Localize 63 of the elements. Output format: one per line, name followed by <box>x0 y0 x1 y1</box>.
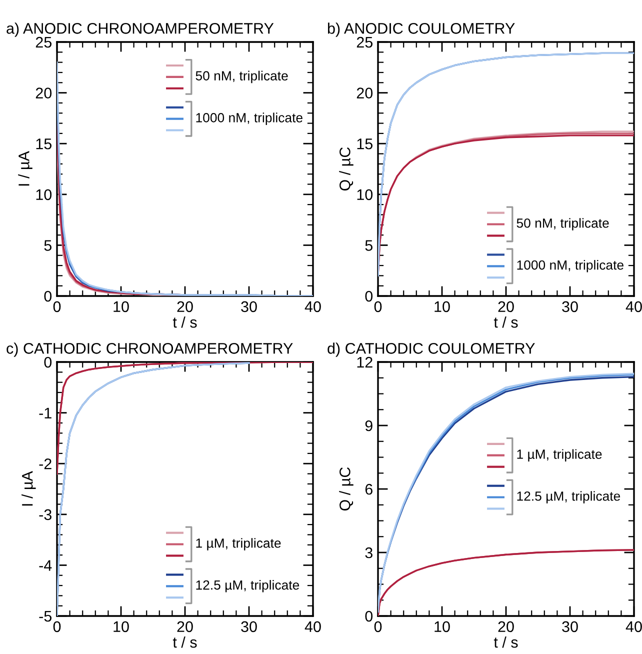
y-axis-title: I / µA <box>22 471 36 506</box>
x-tick-label: 10 <box>114 621 129 632</box>
y-tick-label: 9 <box>365 420 372 432</box>
x-tick-label: 20 <box>177 621 193 632</box>
legend-label: 12.5 µM, triplicate <box>196 580 300 592</box>
chart-title: c) CATHODIC CHRONOAMPEROMETRY <box>6 342 293 357</box>
y-tick-label: -2 <box>39 458 52 470</box>
y-tick-label: 0 <box>44 290 52 302</box>
legend-label: 12.5 µM, triplicate <box>517 491 620 504</box>
y-tick-label: 6 <box>365 484 372 495</box>
y-tick-label: -1 <box>39 408 52 418</box>
x-tick-label: 30 <box>241 301 257 312</box>
y-tick-label: -3 <box>39 509 52 520</box>
x-tick-label: 20 <box>498 621 514 632</box>
y-axis-title: Q / µC <box>339 147 354 191</box>
legend-label: 50 nM, triplicate <box>516 218 609 230</box>
y-tick-label: 10 <box>357 189 373 200</box>
y-tick-label: -5 <box>39 611 52 622</box>
x-tick-label: 40 <box>626 621 642 632</box>
y-tick-label: 0 <box>44 356 52 368</box>
y-tick-label: 5 <box>44 240 52 251</box>
y-tick-label: 25 <box>356 36 372 48</box>
x-tick-label: 10 <box>114 301 129 312</box>
x-tick-label: 0 <box>374 621 382 632</box>
chart-title: d) CATHODIC COULOMETRY <box>328 342 535 357</box>
y-tick-label: 20 <box>356 88 373 98</box>
x-axis-title: t / s <box>172 316 197 328</box>
x-tick-label: 10 <box>434 621 450 632</box>
x-tick-label: 40 <box>626 301 642 312</box>
y-axis-title: I / µA <box>18 151 32 186</box>
x-tick-label: 20 <box>177 301 193 312</box>
y-tick-label: 10 <box>36 189 52 200</box>
x-tick-label: 30 <box>241 621 257 632</box>
y-tick-label: -4 <box>39 560 52 571</box>
x-axis-title: t / s <box>494 316 518 328</box>
y-tick-label: 25 <box>36 36 52 48</box>
legend-label: 1000 nM, triplicate <box>517 260 624 272</box>
chart-title: b) ANODIC COULOMETRY <box>328 22 515 37</box>
x-axis-title: t / s <box>494 636 518 648</box>
x-tick-label: 40 <box>304 301 321 312</box>
legend-label: 50 nM, triplicate <box>196 70 288 84</box>
x-tick-label: 20 <box>498 301 514 312</box>
legend-label: 1 µM, triplicate <box>517 449 602 462</box>
x-tick-label: 0 <box>53 301 61 312</box>
x-axis-title: t / s <box>172 636 197 648</box>
chart-title: a) ANODIC CHRONOAMPEROMETRY <box>6 22 274 37</box>
x-tick-label: 30 <box>562 301 578 312</box>
legend-label: 1000 nM, triplicate <box>196 112 302 125</box>
y-tick-label: 12 <box>357 356 372 368</box>
y-tick-label: 3 <box>365 547 372 558</box>
y-axis-title: Q / µC <box>339 467 354 511</box>
y-tick-label: 15 <box>36 138 52 150</box>
x-tick-label: 30 <box>562 621 578 632</box>
y-tick-label: 0 <box>365 610 373 622</box>
y-tick-label: 15 <box>357 138 372 150</box>
x-tick-label: 0 <box>374 301 382 312</box>
y-tick-label: 0 <box>365 290 373 302</box>
x-tick-label: 10 <box>434 301 450 312</box>
x-tick-label: 40 <box>304 621 321 632</box>
y-tick-label: 20 <box>36 88 52 98</box>
y-tick-label: 5 <box>365 240 372 251</box>
legend-label: 1 µM, triplicate <box>196 538 281 550</box>
x-tick-label: 0 <box>53 621 61 632</box>
